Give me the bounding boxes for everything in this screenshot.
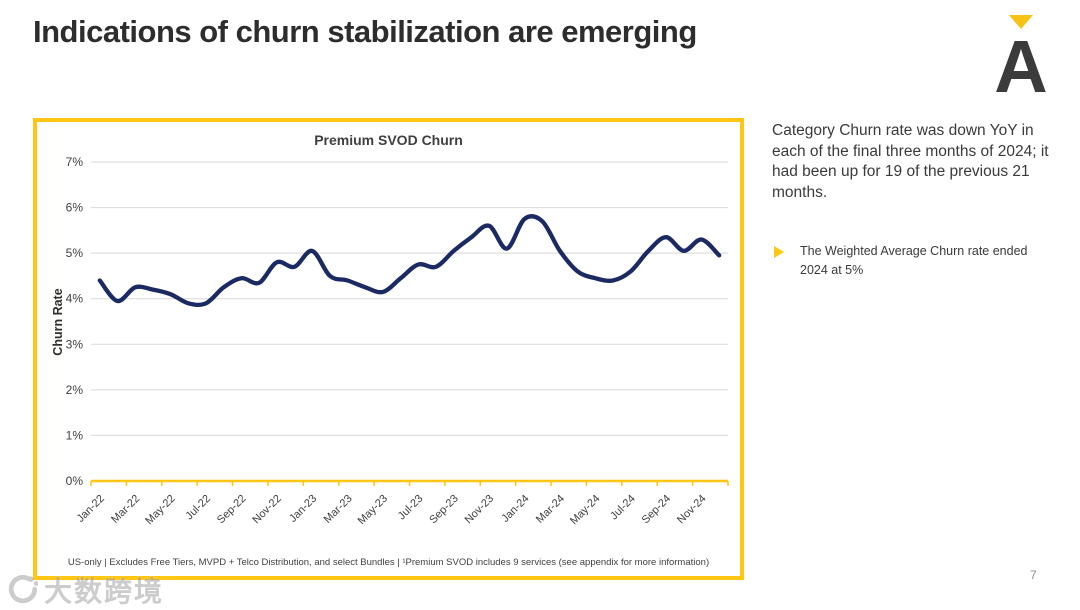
svg-text:0%: 0% xyxy=(66,474,84,488)
svg-text:Nov-23: Nov-23 xyxy=(463,493,497,527)
antenna-logo: A xyxy=(994,15,1048,96)
svg-text:Mar-22: Mar-22 xyxy=(109,493,142,526)
svg-text:3%: 3% xyxy=(66,337,84,351)
svg-text:2%: 2% xyxy=(66,383,84,397)
svg-text:4%: 4% xyxy=(66,292,84,306)
svg-text:Jan-22: Jan-22 xyxy=(75,493,107,525)
svg-text:Mar-23: Mar-23 xyxy=(322,493,355,526)
svg-text:May-22: May-22 xyxy=(143,493,177,527)
svg-text:Jul-24: Jul-24 xyxy=(608,493,638,523)
commentary-panel: Category Churn rate was down YoY in each… xyxy=(772,121,1062,280)
arrow-right-icon xyxy=(774,246,784,258)
watermark-text: 大数跨境 xyxy=(44,576,165,607)
svg-text:7%: 7% xyxy=(66,155,84,169)
svg-text:May-23: May-23 xyxy=(356,493,390,527)
svg-text:Nov-24: Nov-24 xyxy=(675,493,709,527)
logo-triangle-icon xyxy=(1009,15,1033,29)
watermark: 大数跨境 xyxy=(6,570,164,610)
svg-text:6%: 6% xyxy=(66,201,84,215)
svg-text:Jul-23: Jul-23 xyxy=(396,493,426,523)
page-title: Indications of churn stabilization are e… xyxy=(33,14,697,49)
svg-text:Sep-23: Sep-23 xyxy=(427,493,461,527)
bullet-text: The Weighted Average Churn rate ended 20… xyxy=(800,244,1028,277)
page-number: 7 xyxy=(1030,568,1037,582)
svg-text:Jan-23: Jan-23 xyxy=(287,493,319,525)
svg-text:Mar-24: Mar-24 xyxy=(534,493,567,526)
svg-text:Nov-22: Nov-22 xyxy=(250,493,284,527)
svg-text:Jan-24: Jan-24 xyxy=(499,493,531,525)
svg-text:Sep-22: Sep-22 xyxy=(215,493,249,527)
churn-chart-panel: Premium SVOD Churn Churn Rate 0% 1% 2% 3% 4%… xyxy=(33,118,744,580)
svg-text:5%: 5% xyxy=(66,246,84,260)
chart-footnote: US-only | Excludes Free Tiers, MVPD + Te… xyxy=(67,557,710,568)
svg-text:Jul-22: Jul-22 xyxy=(183,493,213,523)
svg-text:Sep-24: Sep-24 xyxy=(640,493,674,527)
logo-letter: A xyxy=(994,25,1047,96)
watermark-logo-icon xyxy=(8,574,38,604)
svg-text:1%: 1% xyxy=(66,428,84,442)
svg-text:May-24: May-24 xyxy=(568,493,602,527)
chart-title: Premium SVOD Churn xyxy=(314,132,463,148)
churn-line-chart: 0% 1% 2% 3% 4% 5% 6% 7% Jan-22 Mar-22 May-22 Jul-22… xyxy=(66,155,729,527)
commentary-paragraph: Category Churn rate was down YoY in each… xyxy=(772,122,1049,201)
bullet-item: The Weighted Average Churn rate ended 20… xyxy=(772,242,1062,280)
